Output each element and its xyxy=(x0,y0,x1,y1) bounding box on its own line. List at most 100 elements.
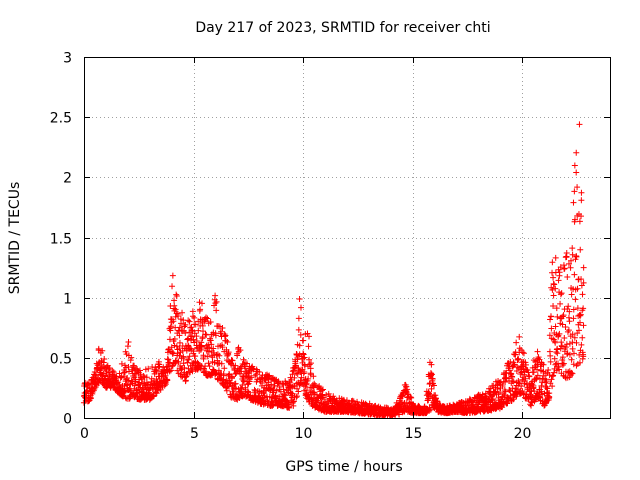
data-point xyxy=(578,189,585,196)
data-point xyxy=(269,402,276,409)
data-point xyxy=(207,318,214,325)
data-point xyxy=(179,309,186,316)
data-point xyxy=(294,393,301,400)
data-point xyxy=(297,331,304,338)
data-point xyxy=(543,378,550,385)
data-point xyxy=(502,379,509,386)
data-point xyxy=(564,351,571,358)
y-tick-label: 0.5 xyxy=(50,352,72,368)
data-point xyxy=(232,380,239,387)
data-point xyxy=(96,362,103,369)
data-point xyxy=(298,374,305,381)
data-point xyxy=(545,366,552,373)
data-point xyxy=(293,385,300,392)
data-point xyxy=(303,381,310,388)
data-point xyxy=(562,344,569,351)
data-point xyxy=(559,313,566,320)
data-point xyxy=(547,352,554,359)
data-point xyxy=(212,332,219,339)
data-point xyxy=(515,379,522,386)
data-point xyxy=(295,315,302,322)
data-point xyxy=(305,343,312,350)
data-point xyxy=(167,367,174,374)
data-point xyxy=(156,363,163,370)
data-point xyxy=(140,372,147,379)
data-point xyxy=(547,358,554,365)
data-point xyxy=(432,392,439,399)
data-point xyxy=(208,341,215,348)
data-point xyxy=(170,318,177,325)
data-point xyxy=(559,354,566,361)
data-point xyxy=(557,264,564,271)
data-point xyxy=(578,213,585,220)
data-point xyxy=(566,340,573,347)
y-axis-label: SRMTID / TECUs xyxy=(7,182,23,295)
data-point xyxy=(566,308,573,315)
data-point xyxy=(557,300,564,307)
data-point xyxy=(190,348,197,355)
data-point xyxy=(291,374,298,381)
data-point xyxy=(580,305,587,312)
data-point xyxy=(153,367,160,374)
data-point xyxy=(301,354,308,361)
data-point xyxy=(205,360,212,367)
data-point xyxy=(543,384,550,391)
x-tick-label: 5 xyxy=(190,426,199,442)
data-point xyxy=(136,379,143,386)
data-point xyxy=(569,345,576,352)
data-point xyxy=(229,357,236,364)
data-point xyxy=(169,272,176,279)
data-point xyxy=(118,360,125,367)
data-point xyxy=(569,331,576,338)
data-point xyxy=(132,378,139,385)
data-point xyxy=(199,300,206,307)
x-axis-label: GPS time / hours xyxy=(285,459,402,475)
data-point xyxy=(239,382,246,389)
data-point xyxy=(530,369,537,376)
data-point xyxy=(171,336,178,343)
data-point xyxy=(225,349,232,356)
data-point xyxy=(560,360,567,367)
data-point xyxy=(432,395,439,402)
data-point xyxy=(223,337,230,344)
data-point xyxy=(184,336,191,343)
data-point xyxy=(191,314,198,321)
data-point xyxy=(297,377,304,384)
chart-title: Day 217 of 2023, SRMTID for receiver cht… xyxy=(195,20,490,36)
data-point xyxy=(534,372,541,379)
data-point xyxy=(300,351,307,358)
data-point xyxy=(301,361,308,368)
data-point xyxy=(526,373,533,380)
data-point xyxy=(569,370,576,377)
data-point xyxy=(216,352,223,359)
data-point xyxy=(203,314,210,321)
data-point xyxy=(204,353,211,360)
data-point xyxy=(194,366,201,373)
data-point xyxy=(569,339,576,346)
data-point xyxy=(570,199,577,206)
data-point xyxy=(176,339,183,346)
data-point xyxy=(570,315,577,322)
data-point xyxy=(295,388,302,395)
data-point xyxy=(232,362,239,369)
data-point xyxy=(222,332,229,339)
data-point xyxy=(171,297,178,304)
data-point xyxy=(292,362,299,369)
data-point xyxy=(504,394,511,401)
data-point xyxy=(533,374,540,381)
data-point xyxy=(403,383,410,390)
data-point xyxy=(549,383,556,390)
data-point xyxy=(521,371,528,378)
data-point xyxy=(550,280,557,287)
data-point xyxy=(118,373,125,380)
data-point xyxy=(307,365,314,372)
data-point xyxy=(306,361,313,368)
data-point xyxy=(434,398,441,405)
data-point xyxy=(566,318,573,325)
data-point xyxy=(301,387,308,394)
data-point xyxy=(171,302,178,309)
data-point xyxy=(155,358,162,365)
data-point xyxy=(167,323,174,330)
data-point xyxy=(580,351,587,358)
